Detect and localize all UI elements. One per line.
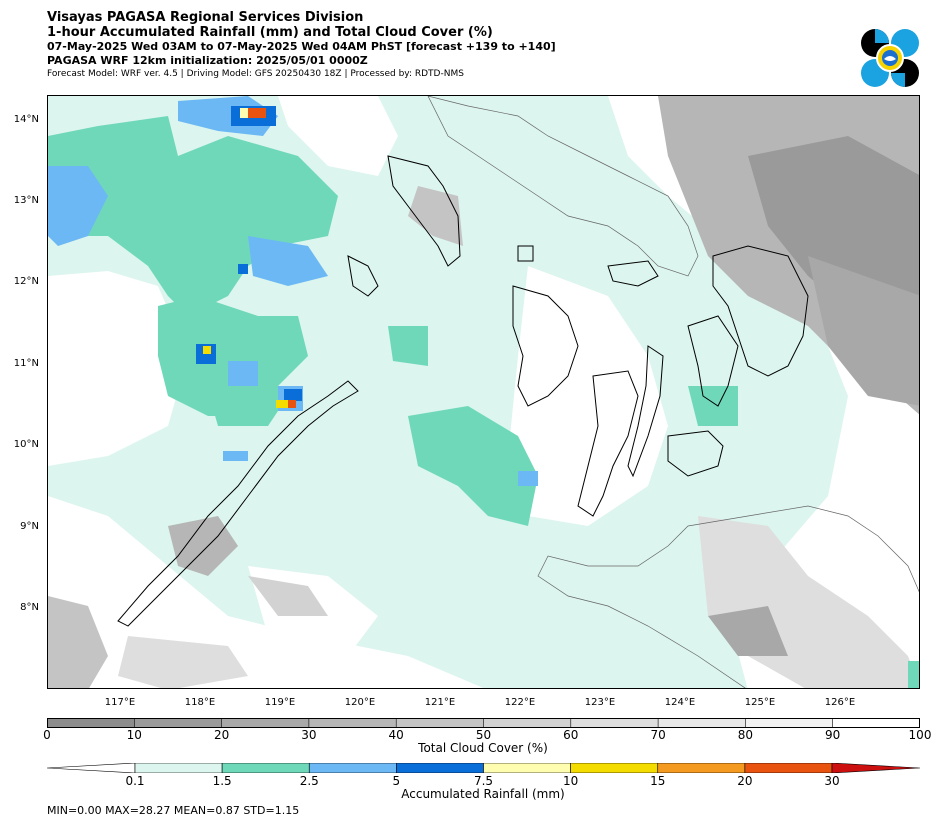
rain-color-cell xyxy=(47,763,136,773)
rain-color-cell xyxy=(134,763,223,773)
cloud-cover-colorbar xyxy=(47,718,920,728)
lon-label: 125°E xyxy=(744,697,776,708)
rain-tick-label: 10 xyxy=(562,774,579,788)
map-subtitle: 1-hour Accumulated Rainfall (mm) and Tot… xyxy=(47,25,493,40)
cloud-color-cell xyxy=(570,718,659,728)
model-init: PAGASA WRF 12km initialization: 2025/05/… xyxy=(47,54,368,67)
rain-tick-label: 5 xyxy=(392,774,401,788)
map-title: Visayas PAGASA Regional Services Divisio… xyxy=(47,10,364,25)
cloud-color-cell xyxy=(221,718,310,728)
rain-color-cell xyxy=(396,763,484,773)
lon-label: 121°E xyxy=(424,697,456,708)
lon-label: 126°E xyxy=(824,697,856,708)
cloud-color-cell xyxy=(745,718,834,728)
cloud-color-cell xyxy=(134,718,223,728)
rain-color-cell xyxy=(744,763,833,773)
lon-label: 122°E xyxy=(504,697,536,708)
cloud-tick-label: 100 xyxy=(908,728,932,742)
lat-label: 11°N xyxy=(13,358,39,369)
header: Visayas PAGASA Regional Services Divisio… xyxy=(47,10,556,80)
lon-label: 119°E xyxy=(264,697,296,708)
cloud-color-cell xyxy=(657,718,747,728)
statistics: MIN=0.00 MAX=28.27 MEAN=0.87 STD=1.15 xyxy=(47,804,300,817)
rain-tick-label: 20 xyxy=(737,774,753,788)
model-info: Forecast Model: WRF ver. 4.5 | Driving M… xyxy=(47,69,464,79)
cloud-cover-label: Total Cloud Cover (%) xyxy=(418,741,548,755)
pagasa-logo-icon xyxy=(861,29,919,87)
lon-label: 124°E xyxy=(664,697,696,708)
rain-tick-label: 30 xyxy=(824,774,840,788)
cloud-tick-label: 10 xyxy=(126,728,142,742)
rainfall-label: Accumulated Rainfall (mm) xyxy=(401,787,565,801)
rain-color-cell xyxy=(483,763,571,773)
map-panel xyxy=(47,95,920,689)
cloud-color-cell xyxy=(395,718,485,728)
cloud-tick-label: 60 xyxy=(563,728,579,742)
cloud-color-cell xyxy=(483,718,572,728)
cloud-color-cell xyxy=(47,718,136,728)
lat-label: 13°N xyxy=(13,195,39,206)
rain-tick-label: 1.5 xyxy=(212,774,232,788)
lon-label: 120°E xyxy=(344,697,376,708)
rain-tick-label: 0.1 xyxy=(125,774,145,788)
rainfall-colorbar xyxy=(47,763,920,773)
lat-label: 9°N xyxy=(20,521,39,532)
cloud-color-cell xyxy=(308,718,397,728)
cloud-tick-label: 70 xyxy=(650,728,666,742)
rain-color-cell xyxy=(831,763,920,773)
lat-label: 12°N xyxy=(13,276,39,287)
lat-label: 10°N xyxy=(13,439,39,450)
rain-tick-label: 2.5 xyxy=(299,774,319,788)
lat-label: 8°N xyxy=(20,602,39,613)
cloud-tick-label: 50 xyxy=(475,728,492,742)
rain-tick-label: 15 xyxy=(650,774,666,788)
cloud-tick-label: 0 xyxy=(43,728,51,742)
cloud-tick-label: 40 xyxy=(388,728,404,742)
lon-label: 123°E xyxy=(584,697,616,708)
rainfall-cloud-map xyxy=(48,96,919,688)
rain-color-cell xyxy=(570,763,659,773)
cloud-tick-label: 30 xyxy=(301,728,317,742)
cloud-tick-label: 20 xyxy=(213,728,230,742)
rain-tick-label: 7.5 xyxy=(473,774,494,788)
lat-label: 14°N xyxy=(13,114,39,125)
rain-color-cell xyxy=(221,763,310,773)
valid-time: 07-May-2025 Wed 03AM to 07-May-2025 Wed … xyxy=(47,40,556,53)
rain-color-cell xyxy=(657,763,746,773)
rain-color-cell xyxy=(308,763,397,773)
cloud-tick-label: 90 xyxy=(825,728,841,742)
lon-label: 118°E xyxy=(184,697,216,708)
cloud-tick-label: 80 xyxy=(737,728,754,742)
cloud-color-cell xyxy=(832,718,920,728)
lon-label: 117°E xyxy=(104,697,136,708)
